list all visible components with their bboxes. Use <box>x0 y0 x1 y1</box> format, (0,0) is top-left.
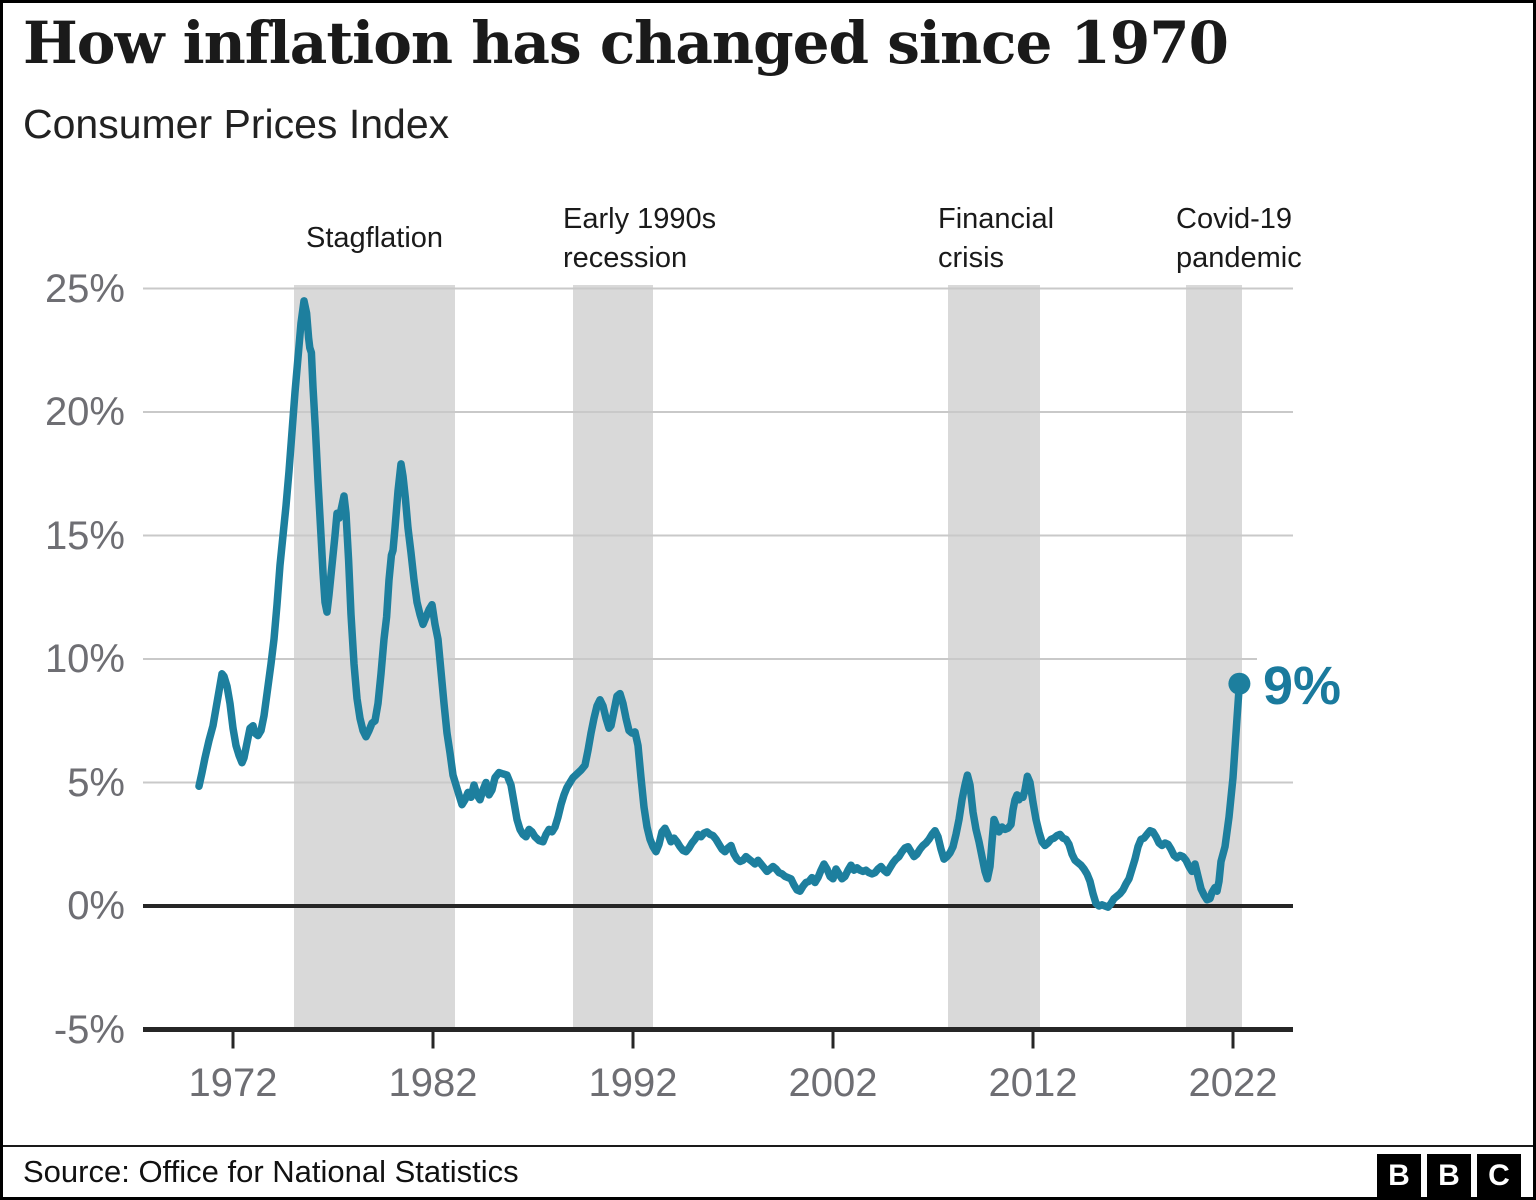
event-annotation: Covid-19 pandemic <box>1176 203 1302 274</box>
y-axis-tick-label: 0% <box>67 884 125 928</box>
inflation-line-chart <box>143 285 1293 1049</box>
recession-band <box>573 285 653 1030</box>
x-axis-tick-label: 2002 <box>788 1061 878 1105</box>
latest-value-dot <box>1228 672 1251 695</box>
recession-band <box>948 285 1040 1030</box>
bbc-logo: B B C <box>1377 1154 1521 1197</box>
chart-subtitle: Consumer Prices Index <box>23 101 450 147</box>
event-annotation: Early 1990s recession <box>563 203 717 274</box>
x-axis-tick-label: 2022 <box>1188 1061 1278 1105</box>
y-axis-tick-label: 15% <box>44 513 125 558</box>
y-axis-tick-label: 10% <box>44 637 125 681</box>
bbc-logo-letter: B <box>1427 1154 1471 1197</box>
x-axis-tick-label: 1982 <box>388 1061 478 1105</box>
recession-band <box>1186 285 1242 1030</box>
x-axis-tick-label: 2012 <box>988 1061 1078 1105</box>
y-axis-tick-label: -5% <box>53 1007 125 1052</box>
y-axis-tick-label: 5% <box>67 760 125 805</box>
y-axis-tick-label: 20% <box>44 390 125 434</box>
source-credit: Source: Office for National Statistics <box>23 1154 519 1189</box>
y-axis-tick-label: 25% <box>44 266 125 311</box>
latest-value-label: 9% <box>1257 655 1348 717</box>
bbc-logo-letter: C <box>1477 1154 1521 1197</box>
event-annotation: Stagflation <box>305 222 444 254</box>
bbc-logo-letter: B <box>1377 1154 1421 1197</box>
event-annotation: Financial crisis <box>938 203 1055 274</box>
cpi-inflation-line <box>195 297 1244 911</box>
footer-bar: Source: Office for National Statistics B… <box>3 1145 1533 1197</box>
x-axis-tick-label: 1992 <box>588 1061 678 1105</box>
x-axis-tick-label: 1972 <box>188 1061 278 1105</box>
recession-band <box>294 285 455 1030</box>
page-title: How inflation has changed since 1970 <box>23 9 1229 77</box>
